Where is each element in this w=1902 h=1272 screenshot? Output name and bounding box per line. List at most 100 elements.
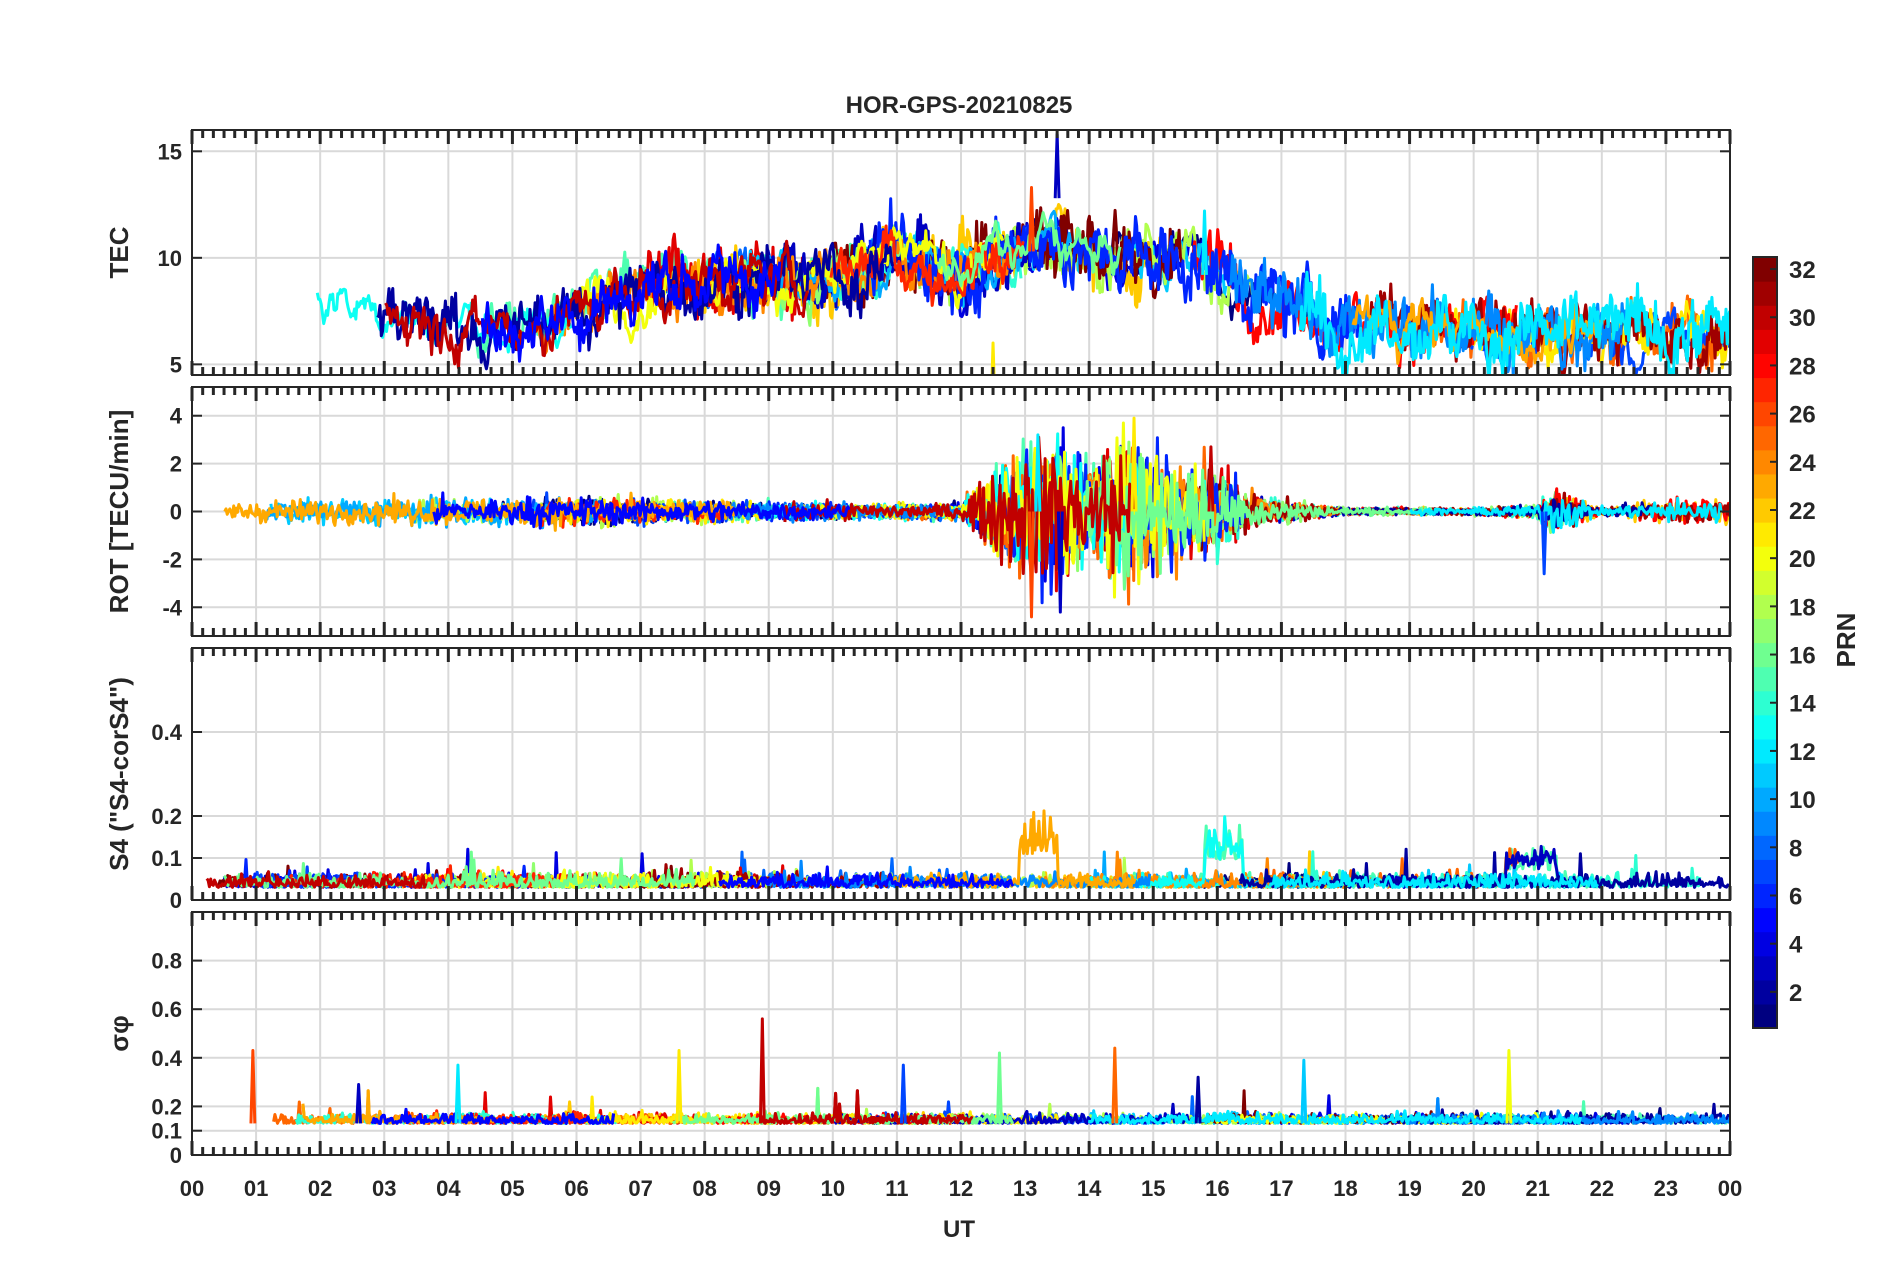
x-tick-label: 03 (372, 1176, 396, 1201)
y-tick-label: -4 (162, 595, 182, 620)
colorbar-frame (1752, 256, 1778, 1029)
y-tick-label: -2 (162, 547, 182, 572)
x-tick-label: 09 (757, 1176, 781, 1201)
y-tick-label: 0.4 (151, 1046, 182, 1071)
colorbar-tick-label: 6 (1789, 883, 1802, 910)
y-tick-labels: 00.10.2 0.4 0.6 0.8 (151, 949, 182, 1168)
prn-trace (384, 239, 809, 370)
colorbar-tick-label: 12 (1789, 739, 1816, 766)
y-tick-label: 0.4 (151, 720, 182, 745)
traces (315, 132, 1730, 375)
y-tick-label: 0 (170, 1143, 182, 1168)
spike-mark (1540, 511, 1548, 576)
colorbar-tick-label: 32 (1789, 257, 1816, 284)
prn-trace (1298, 270, 1730, 375)
colorbar-tick-label: 8 (1789, 835, 1802, 862)
colorbar-swatch (1753, 955, 1777, 981)
colorbar-tick-label: 20 (1789, 546, 1816, 573)
colorbar-tick-label: 30 (1789, 305, 1816, 332)
x-tick-label: 17 (1269, 1176, 1293, 1201)
x-tick-labels: 00 01 02 03 04 05 06 07 08 09 10 11 12 13 14 15 16 17 18 19… (180, 1176, 1742, 1201)
colorbar-swatch (1753, 618, 1777, 644)
y-tick-label: 15 (158, 139, 182, 164)
prn-trace (1406, 1097, 1730, 1125)
colorbar-swatch (1753, 570, 1777, 595)
colorbar-tick-label: 2 (1789, 980, 1802, 1007)
prn-trace (1268, 868, 1599, 889)
prn-trace (205, 870, 428, 889)
prn-trace (829, 224, 1025, 307)
panel-tec: 5 10 15 TEC (104, 129, 1732, 377)
x-tick-label: 00 (1718, 1176, 1742, 1201)
colorbar-swatch (1753, 473, 1777, 499)
x-tick-label: 08 (692, 1176, 716, 1201)
traces (223, 416, 1730, 619)
colorbar-tick-label: 16 (1789, 643, 1816, 670)
x-tick-label: 15 (1141, 1176, 1165, 1201)
y-tick-labels: -4 -2 0 2 4 (162, 404, 182, 621)
y-axis-label: S4 ("S4-corS4") (104, 677, 134, 871)
y-tick-label: 0.1 (151, 1119, 182, 1144)
prn-trace (1083, 455, 1433, 591)
y-axis-label: ROT [TECU/min] (104, 410, 134, 614)
x-ticks (190, 130, 1732, 375)
x-tick-label: 02 (308, 1176, 332, 1201)
colorbar-swatch (1753, 907, 1777, 933)
colorbar-tick-label: 26 (1789, 402, 1816, 429)
panel-sigma_phi: 00.10.2 0.4 0.6 0.8 σφ (104, 911, 1732, 1168)
x-tick-label: 00 (180, 1176, 204, 1201)
spike-mark (758, 1017, 766, 1124)
x-ticks (190, 912, 1732, 1155)
spike-mark (1130, 416, 1138, 512)
traces (205, 809, 1730, 889)
prn-trace (575, 226, 1005, 344)
x-tick-label: 01 (244, 1176, 268, 1201)
y-tick-label: 0.2 (151, 804, 182, 829)
colorbar-tick-label: 28 (1789, 353, 1816, 380)
colorbar-swatch (1753, 811, 1777, 836)
x-ticks (190, 648, 1732, 900)
colorbar-tick-label: 22 (1789, 498, 1816, 525)
x-tick-label: 12 (949, 1176, 973, 1201)
y-tick-label: 0.8 (151, 949, 182, 974)
panel-s4: 0 0.1 0.2 0.4 S4 ("S4-corS4") (104, 647, 1732, 913)
x-tick-label: 11 (885, 1176, 908, 1201)
colorbar-swatch (1753, 714, 1777, 740)
x-tick-label: 19 (1397, 1176, 1421, 1201)
figure-title: HOR-GPS-20210825 (846, 92, 1073, 119)
colorbar-swatch (1753, 329, 1777, 354)
x-tick-label: 18 (1333, 1176, 1357, 1201)
y-tick-label: 0 (170, 888, 182, 913)
y-tick-label: 0.6 (151, 997, 182, 1022)
spike-mark (1505, 1049, 1513, 1124)
colorbar-swatch (1753, 522, 1777, 547)
y-tick-labels: 0 0.1 0.2 0.4 (151, 720, 182, 913)
y-tick-label: 0 (170, 500, 182, 525)
x-tick-label: 14 (1077, 1176, 1102, 1201)
y-tick-label: 0.2 (151, 1094, 182, 1119)
spike-mark (355, 1083, 363, 1124)
spike-mark (675, 1049, 683, 1124)
y-tick-label: 0.1 (151, 846, 182, 871)
prn-trace (432, 491, 851, 530)
spike-mark (990, 341, 996, 375)
colorbar-tick-label: 24 (1789, 450, 1816, 477)
x-tick-label: 06 (564, 1176, 588, 1201)
x-tick-label: 23 (1654, 1176, 1678, 1201)
x-ticks (190, 387, 1732, 636)
spike-mark (1056, 511, 1064, 614)
spike-mark (1111, 1046, 1119, 1124)
colorbar-swatch (1753, 281, 1777, 306)
spike-mark (899, 1063, 907, 1124)
colorbar-swatch (1753, 859, 1777, 885)
prn-trace (1409, 496, 1723, 534)
panel-rot: -4 -2 0 2 4 ROT [TECU/min] (104, 386, 1732, 637)
x-tick-label: 16 (1205, 1176, 1229, 1201)
spike-mark (1194, 1075, 1202, 1124)
spike-mark (454, 1063, 462, 1124)
spike-mark (996, 1051, 1003, 1124)
colorbar-swatch (1753, 762, 1777, 788)
y-tick-labels: 5 10 15 (158, 139, 182, 377)
